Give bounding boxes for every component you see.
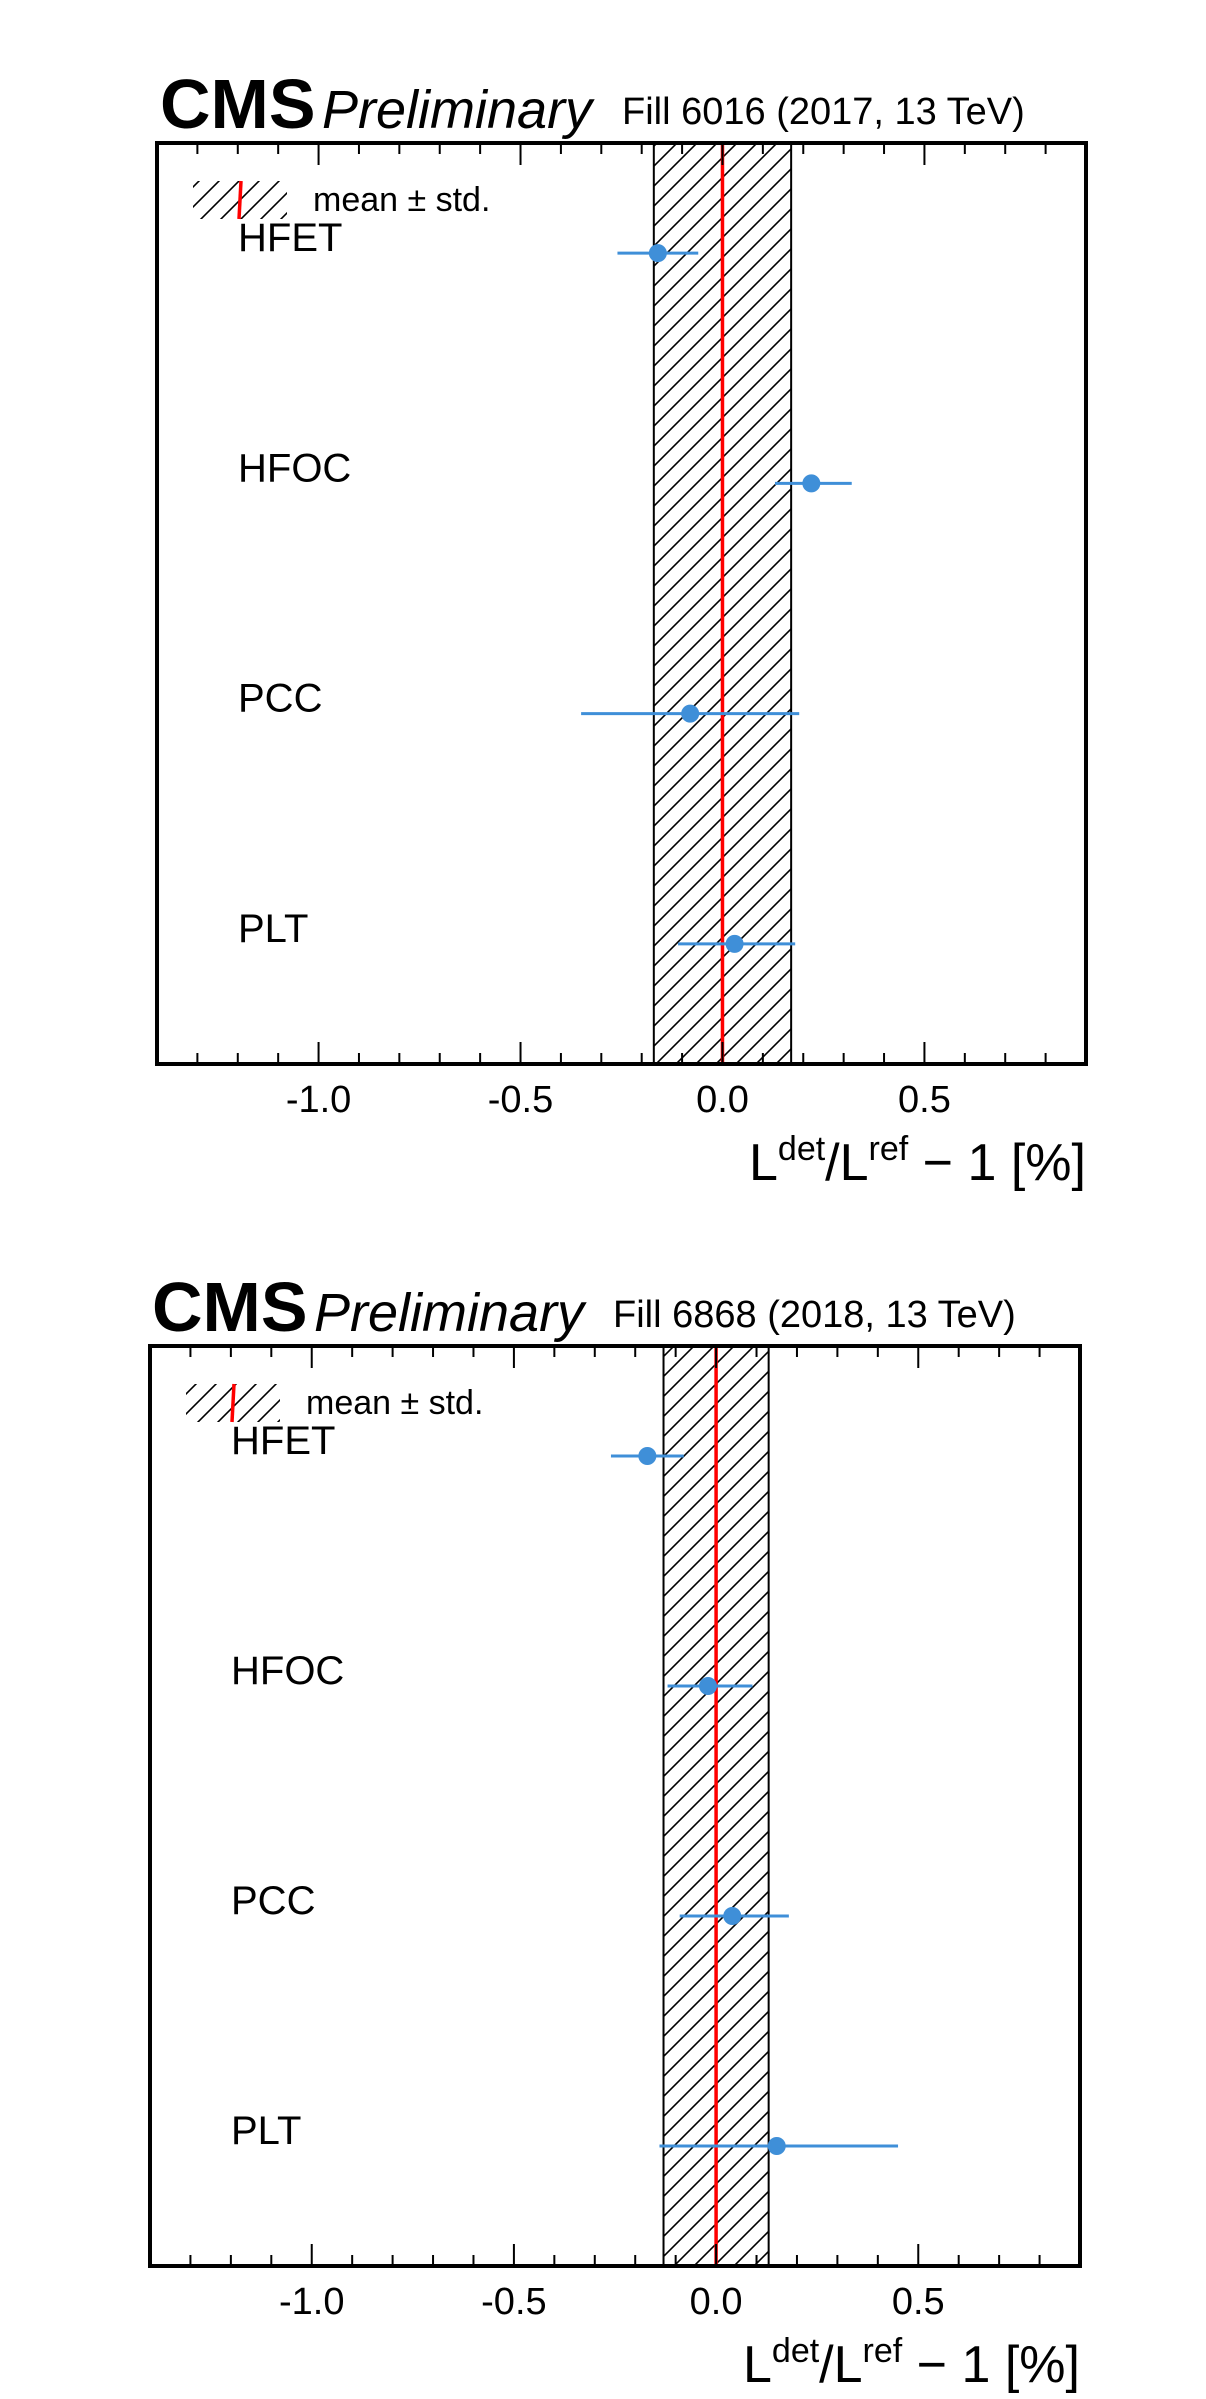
x-tick-label: 0.5 <box>892 2281 945 2323</box>
cms-title: CMS <box>160 65 316 143</box>
data-point-hfoc <box>802 474 821 493</box>
category-label: HFET <box>238 216 342 260</box>
x-tick-label: -0.5 <box>481 2281 546 2323</box>
data-point-hfet <box>648 244 667 263</box>
plot-frame <box>155 141 1088 1066</box>
chart-panel-1: CMS Preliminary Fill 6016 (2017, 13 TeV) -1… <box>155 65 1088 1192</box>
category-label: HFOC <box>238 446 351 490</box>
legend-mean-swatch <box>237 180 243 220</box>
preliminary-label: Preliminary <box>314 1283 587 1343</box>
chart-panel-2: CMS Preliminary Fill 6868 (2018, 13 TeV) -1… <box>148 1268 1082 2394</box>
preliminary-label: Preliminary <box>322 80 595 140</box>
category-label: HFET <box>231 1419 335 1463</box>
x-tick-label: -0.5 <box>488 1079 553 1121</box>
fill-label: Fill 6016 (2017, 13 TeV) <box>622 91 1025 133</box>
data-point-plt <box>767 2137 786 2155</box>
x-tick-label: 0.0 <box>690 2281 743 2323</box>
data-point-hfet <box>638 1447 657 1465</box>
cms-title: CMS <box>152 1268 308 1346</box>
x-axis-label: Ldet/Lref − 1 [%] <box>749 1130 1086 1192</box>
x-tick-label: 0.5 <box>898 1079 951 1121</box>
data-point-pcc <box>723 1907 742 1925</box>
plot-frame <box>148 1344 1082 2268</box>
fill-label: Fill 6868 (2018, 13 TeV) <box>613 1294 1016 1336</box>
data-point-pcc <box>681 704 700 723</box>
category-label: HFOC <box>231 1649 344 1693</box>
category-label: PLT <box>231 2109 301 2153</box>
category-label: PLT <box>238 907 308 951</box>
data-point-hfoc <box>699 1677 717 1695</box>
legend-label: mean ± std. <box>306 1384 483 1422</box>
category-label: PCC <box>231 1879 315 1923</box>
x-tick-label: -1.0 <box>286 1079 351 1121</box>
category-label: PCC <box>238 677 322 721</box>
legend-mean-swatch <box>230 1383 236 1423</box>
x-axis-label: Ldet/Lref − 1 [%] <box>743 2332 1080 2394</box>
legend-label: mean ± std. <box>313 181 490 219</box>
x-tick-label: 0.0 <box>696 1079 749 1121</box>
data-point-plt <box>725 934 744 953</box>
x-tick-label: -1.0 <box>279 2281 344 2323</box>
